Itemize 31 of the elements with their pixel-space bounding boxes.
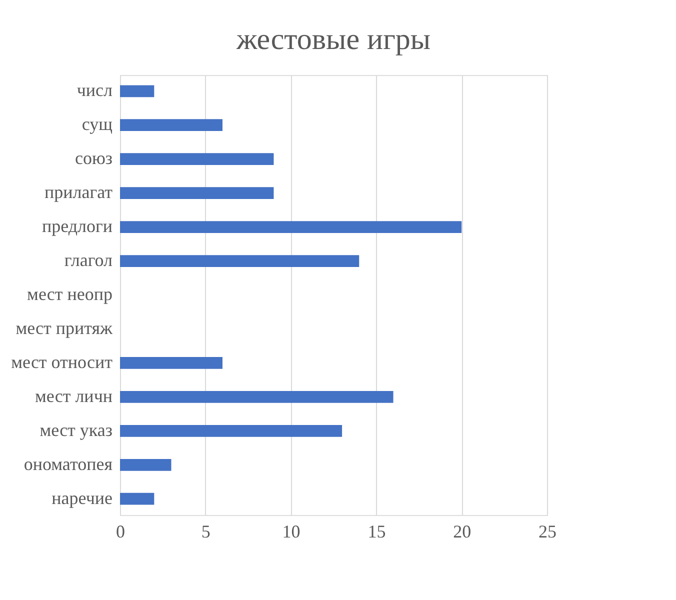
bar [120,458,172,471]
bar [120,119,222,132]
y-tick-label: мест притяж [16,318,114,338]
x-tick-label: 20 [453,522,472,542]
y-tick-label: союз [74,148,112,168]
y-tick-label: мест неопр [27,284,112,304]
x-tick-label: 10 [282,522,300,542]
bar [120,390,394,403]
chart-title: жестовые игры [235,23,431,56]
x-tick-label: 15 [368,522,386,542]
y-tick-label: числ [76,80,113,100]
y-tick-label: наречие [52,488,113,508]
x-tick-label: 5 [201,522,210,542]
bar [120,221,462,233]
y-tick-label: предлоги [42,216,113,236]
y-tick-label: ономатопея [24,454,112,474]
bar [120,357,222,369]
y-tick-label: мест личн [35,386,113,406]
x-tick-label: 25 [538,522,556,542]
bar [120,85,154,98]
bar [120,153,274,166]
y-tick-label: глагол [64,250,113,270]
bar [120,492,154,505]
y-tick-label: мест относит [11,352,113,372]
x-tick-label: 0 [116,522,125,542]
bar [120,424,342,437]
y-tick-label: прилагат [44,182,113,202]
y-tick-label: сущ [82,114,113,134]
bar [120,255,360,267]
y-tick-label: мест указ [40,420,112,440]
bar [120,187,274,200]
